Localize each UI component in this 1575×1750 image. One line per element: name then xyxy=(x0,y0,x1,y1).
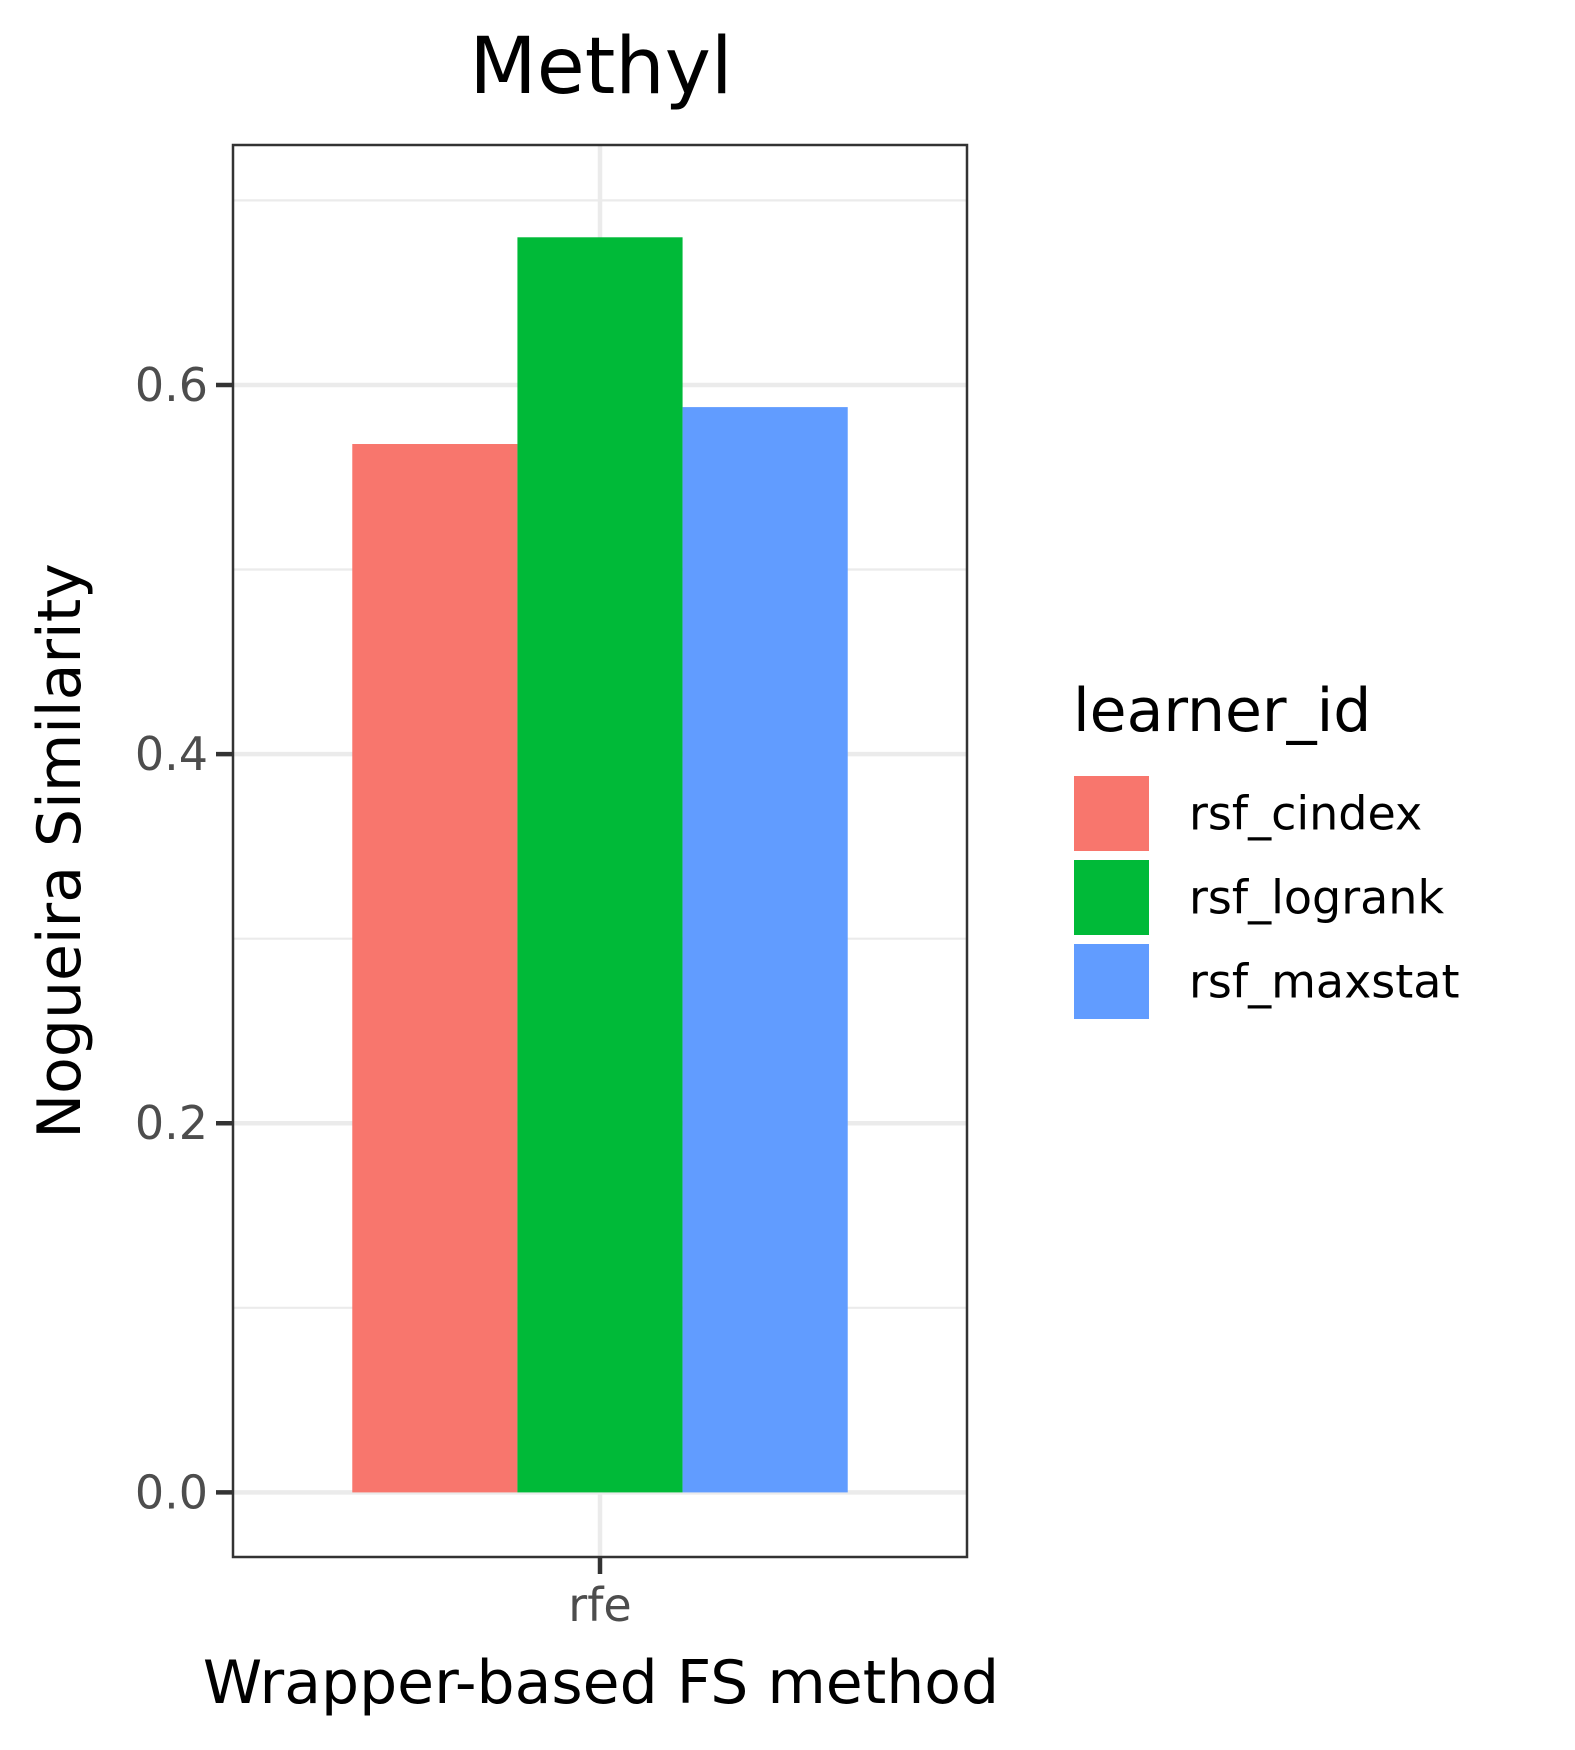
legend-label: rsf_logrank xyxy=(1189,871,1444,925)
y-tick-label: 0.6 xyxy=(135,358,208,412)
y-axis: 0.0 0.2 0.4 0.6 xyxy=(135,358,233,1519)
y-tick-label: 0.0 xyxy=(135,1465,208,1519)
bar-rsf_logrank xyxy=(517,237,683,1493)
legend-items: rsf_cindex rsf_logrank rsf_maxstat xyxy=(1072,774,1460,1021)
legend: learner_id rsf_cindex rsf_logrank rsf_maxs… xyxy=(1072,676,1460,1021)
x-axis-title: Wrapper-based FS method xyxy=(203,1648,999,1718)
legend-label: rsf_maxstat xyxy=(1189,955,1460,1009)
bar-rsf_cindex xyxy=(352,444,518,1493)
legend-key-rsf_logrank xyxy=(1072,858,1151,937)
x-tick-label: rfe xyxy=(568,1578,631,1632)
y-tick-label: 0.2 xyxy=(135,1096,208,1150)
legend-label: rsf_cindex xyxy=(1189,787,1422,841)
y-tick-label: 0.4 xyxy=(135,727,208,781)
y-axis-title: Nogueira Similarity xyxy=(25,563,95,1138)
bar-rsf_maxstat xyxy=(682,407,848,1493)
bars xyxy=(352,237,848,1493)
x-axis: rfe xyxy=(568,1557,632,1632)
legend-title: learner_id xyxy=(1073,676,1371,746)
legend-key-rsf_maxstat xyxy=(1072,942,1151,1021)
chart-title: Methyl xyxy=(469,22,732,112)
legend-key-rsf_cindex xyxy=(1072,774,1151,853)
